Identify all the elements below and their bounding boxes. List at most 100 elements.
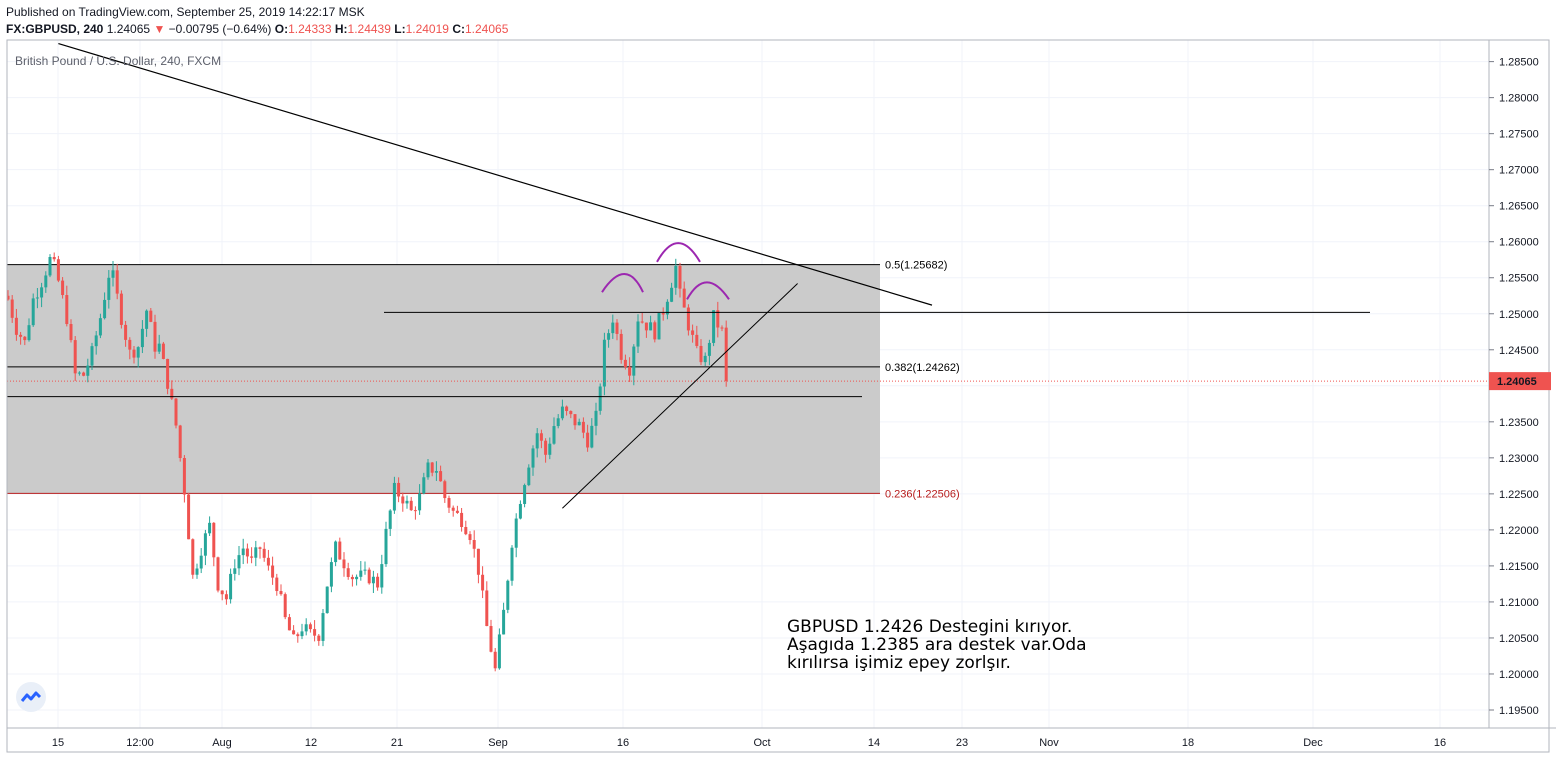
candle-body — [124, 324, 128, 340]
candle-body — [430, 462, 434, 473]
candle — [262, 542, 266, 562]
candle — [527, 464, 531, 487]
candle — [245, 543, 249, 564]
candle — [699, 339, 703, 366]
candle — [346, 562, 350, 580]
candle-body — [678, 265, 682, 289]
candle-body — [187, 494, 191, 540]
candle — [191, 538, 195, 579]
candle — [98, 313, 102, 339]
downtrend-line — [58, 43, 933, 306]
candle-body — [40, 287, 44, 298]
candle-body — [468, 534, 472, 541]
candle-body — [241, 548, 245, 556]
candle-body — [695, 334, 699, 346]
candle-body — [6, 295, 10, 300]
x-tick-label: 16 — [617, 737, 629, 749]
candle-body — [426, 462, 430, 478]
y-tick-label: 1.23500 — [1499, 417, 1539, 429]
candle-body — [31, 298, 35, 326]
candle — [140, 320, 144, 354]
open-label: O: — [274, 22, 289, 36]
open-value: 1.24333 — [288, 22, 332, 36]
candle — [552, 417, 556, 445]
candle-body — [23, 336, 27, 341]
candle-body — [317, 635, 321, 641]
fib-zone: 0.5(1.25682) 0.382(1.24262) 0.236(1.22506) — [7, 260, 960, 500]
candle — [40, 282, 44, 308]
candle-body — [52, 257, 56, 260]
candle-body — [451, 507, 455, 511]
candle-body — [157, 343, 161, 352]
candle-body — [254, 547, 258, 558]
candle-body — [363, 569, 367, 571]
candle-body — [392, 482, 396, 511]
candle-body — [388, 510, 392, 529]
candle — [355, 574, 359, 586]
candle — [598, 383, 602, 415]
candle-body — [245, 548, 249, 557]
candle-body — [90, 346, 94, 366]
candle — [397, 477, 401, 503]
candle-body — [359, 570, 363, 577]
candle-body — [44, 275, 48, 288]
y-tick-label: 1.23000 — [1499, 453, 1539, 465]
y-tick-label: 1.22000 — [1499, 525, 1539, 537]
candle — [535, 428, 539, 458]
candle — [241, 538, 245, 565]
candle — [149, 307, 153, 323]
last-price-label: 1.24065 — [1497, 376, 1537, 388]
hs-arc-right-shoulder — [686, 281, 730, 300]
candle-body — [98, 318, 102, 336]
candle-body — [443, 481, 447, 499]
candle — [493, 648, 497, 672]
price-axis[interactable]: 1.28500 1.28000 1.27500 1.27000 1.26500 1.260… — [1489, 57, 1551, 717]
x-tick-label: Dec — [1303, 737, 1323, 749]
candle-body — [48, 257, 52, 276]
candle — [720, 325, 724, 332]
candle-body — [115, 270, 119, 294]
y-tick-label: 1.26500 — [1499, 201, 1539, 213]
last-price-tag — [1489, 372, 1551, 391]
candle — [409, 496, 413, 512]
candle — [565, 405, 569, 416]
candle-body — [632, 346, 636, 376]
candle-body — [334, 541, 338, 563]
candle — [6, 290, 10, 301]
x-tick-label: 14 — [868, 737, 880, 749]
candle — [707, 339, 711, 366]
candle-body — [464, 527, 468, 535]
y-tick-label: 1.27500 — [1499, 129, 1539, 141]
symbol-label[interactable]: FX:GBPUSD, 240 — [6, 22, 104, 36]
candle — [178, 424, 182, 462]
candle-body — [271, 565, 275, 578]
high-value: 1.24439 — [347, 22, 391, 36]
candle — [649, 315, 653, 331]
candle-body — [338, 541, 342, 560]
candle — [271, 556, 275, 585]
candle-body — [699, 345, 703, 363]
fib-label: 0.382(1.24262) — [885, 362, 960, 374]
time-axis[interactable]: 15 12:00 Aug 12 21 Sep 16 Oct 14 23 Nov 18 Dec 16 — [52, 737, 1446, 749]
fib-label: 0.236(1.22506) — [885, 488, 960, 500]
candle-body — [539, 433, 543, 441]
candle-body — [476, 548, 480, 575]
candle — [27, 318, 31, 342]
candle-body — [691, 330, 695, 335]
last-price-value: 1.24065 — [106, 22, 151, 36]
candle-body — [258, 547, 262, 549]
candle — [510, 545, 514, 586]
candle-body — [216, 557, 220, 591]
candle-body — [149, 310, 153, 322]
candle-body — [94, 335, 98, 347]
candle — [119, 290, 123, 329]
tradingview-logo-icon[interactable] — [16, 682, 46, 712]
candle — [455, 505, 459, 514]
candle — [317, 634, 321, 646]
candle-body — [174, 398, 178, 426]
candle-body — [300, 631, 304, 637]
candle — [111, 260, 115, 287]
published-caption: Published on TradingView.com, September … — [6, 5, 365, 19]
candle-body — [413, 510, 417, 512]
